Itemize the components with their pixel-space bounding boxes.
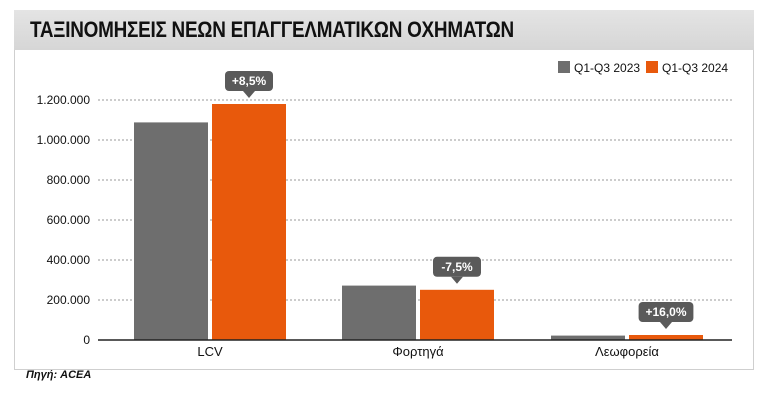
y-tick-label: 800.000 <box>47 173 91 187</box>
x-tick-label: Λεωφορεία <box>595 344 659 359</box>
bar-2024-0 <box>212 104 286 340</box>
change-label: +8,5% <box>232 74 267 88</box>
change-label: +16,0% <box>645 305 686 319</box>
legend-label-1: Q1-Q3 2024 <box>662 61 728 75</box>
legend-swatch-1 <box>646 61 658 73</box>
y-tick-label: 0 <box>83 333 90 347</box>
legend-swatch-0 <box>558 61 570 73</box>
change-label: -7,5% <box>441 260 473 274</box>
y-tick-label: 1.000.000 <box>37 133 91 147</box>
change-callout-box <box>638 302 694 322</box>
source-note: Πηγή: ACEA <box>26 369 92 381</box>
bar-2024-2 <box>629 335 703 340</box>
change-callout-pointer <box>243 91 255 98</box>
y-tick-label: 600.000 <box>47 213 91 227</box>
y-tick-label: 400.000 <box>47 253 91 267</box>
y-tick-label: 200.000 <box>47 293 91 307</box>
bar-2024-1 <box>420 289 494 340</box>
x-tick-label: LCV <box>197 344 223 359</box>
title-band <box>14 10 754 50</box>
change-callout-pointer <box>660 322 672 329</box>
legend-label-0: Q1-Q3 2023 <box>574 61 640 75</box>
x-tick-label: Φορτηγά <box>392 344 444 359</box>
change-callout-pointer <box>451 276 463 284</box>
bar-2023-2 <box>551 335 625 340</box>
bar-2023-1 <box>342 285 416 340</box>
bar-2023-0 <box>134 122 208 341</box>
chart-title: ΤΑΞΙΝΟΜΗΣΕΙΣ ΝΕΩΝ ΕΠΑΓΓΕΛΜΑΤΙΚΩΝ ΟΧΗΜΑΤΩ… <box>30 17 514 42</box>
change-callout-box <box>433 256 481 277</box>
y-tick-label: 1.200.000 <box>37 93 91 107</box>
change-callout-box <box>225 71 273 91</box>
